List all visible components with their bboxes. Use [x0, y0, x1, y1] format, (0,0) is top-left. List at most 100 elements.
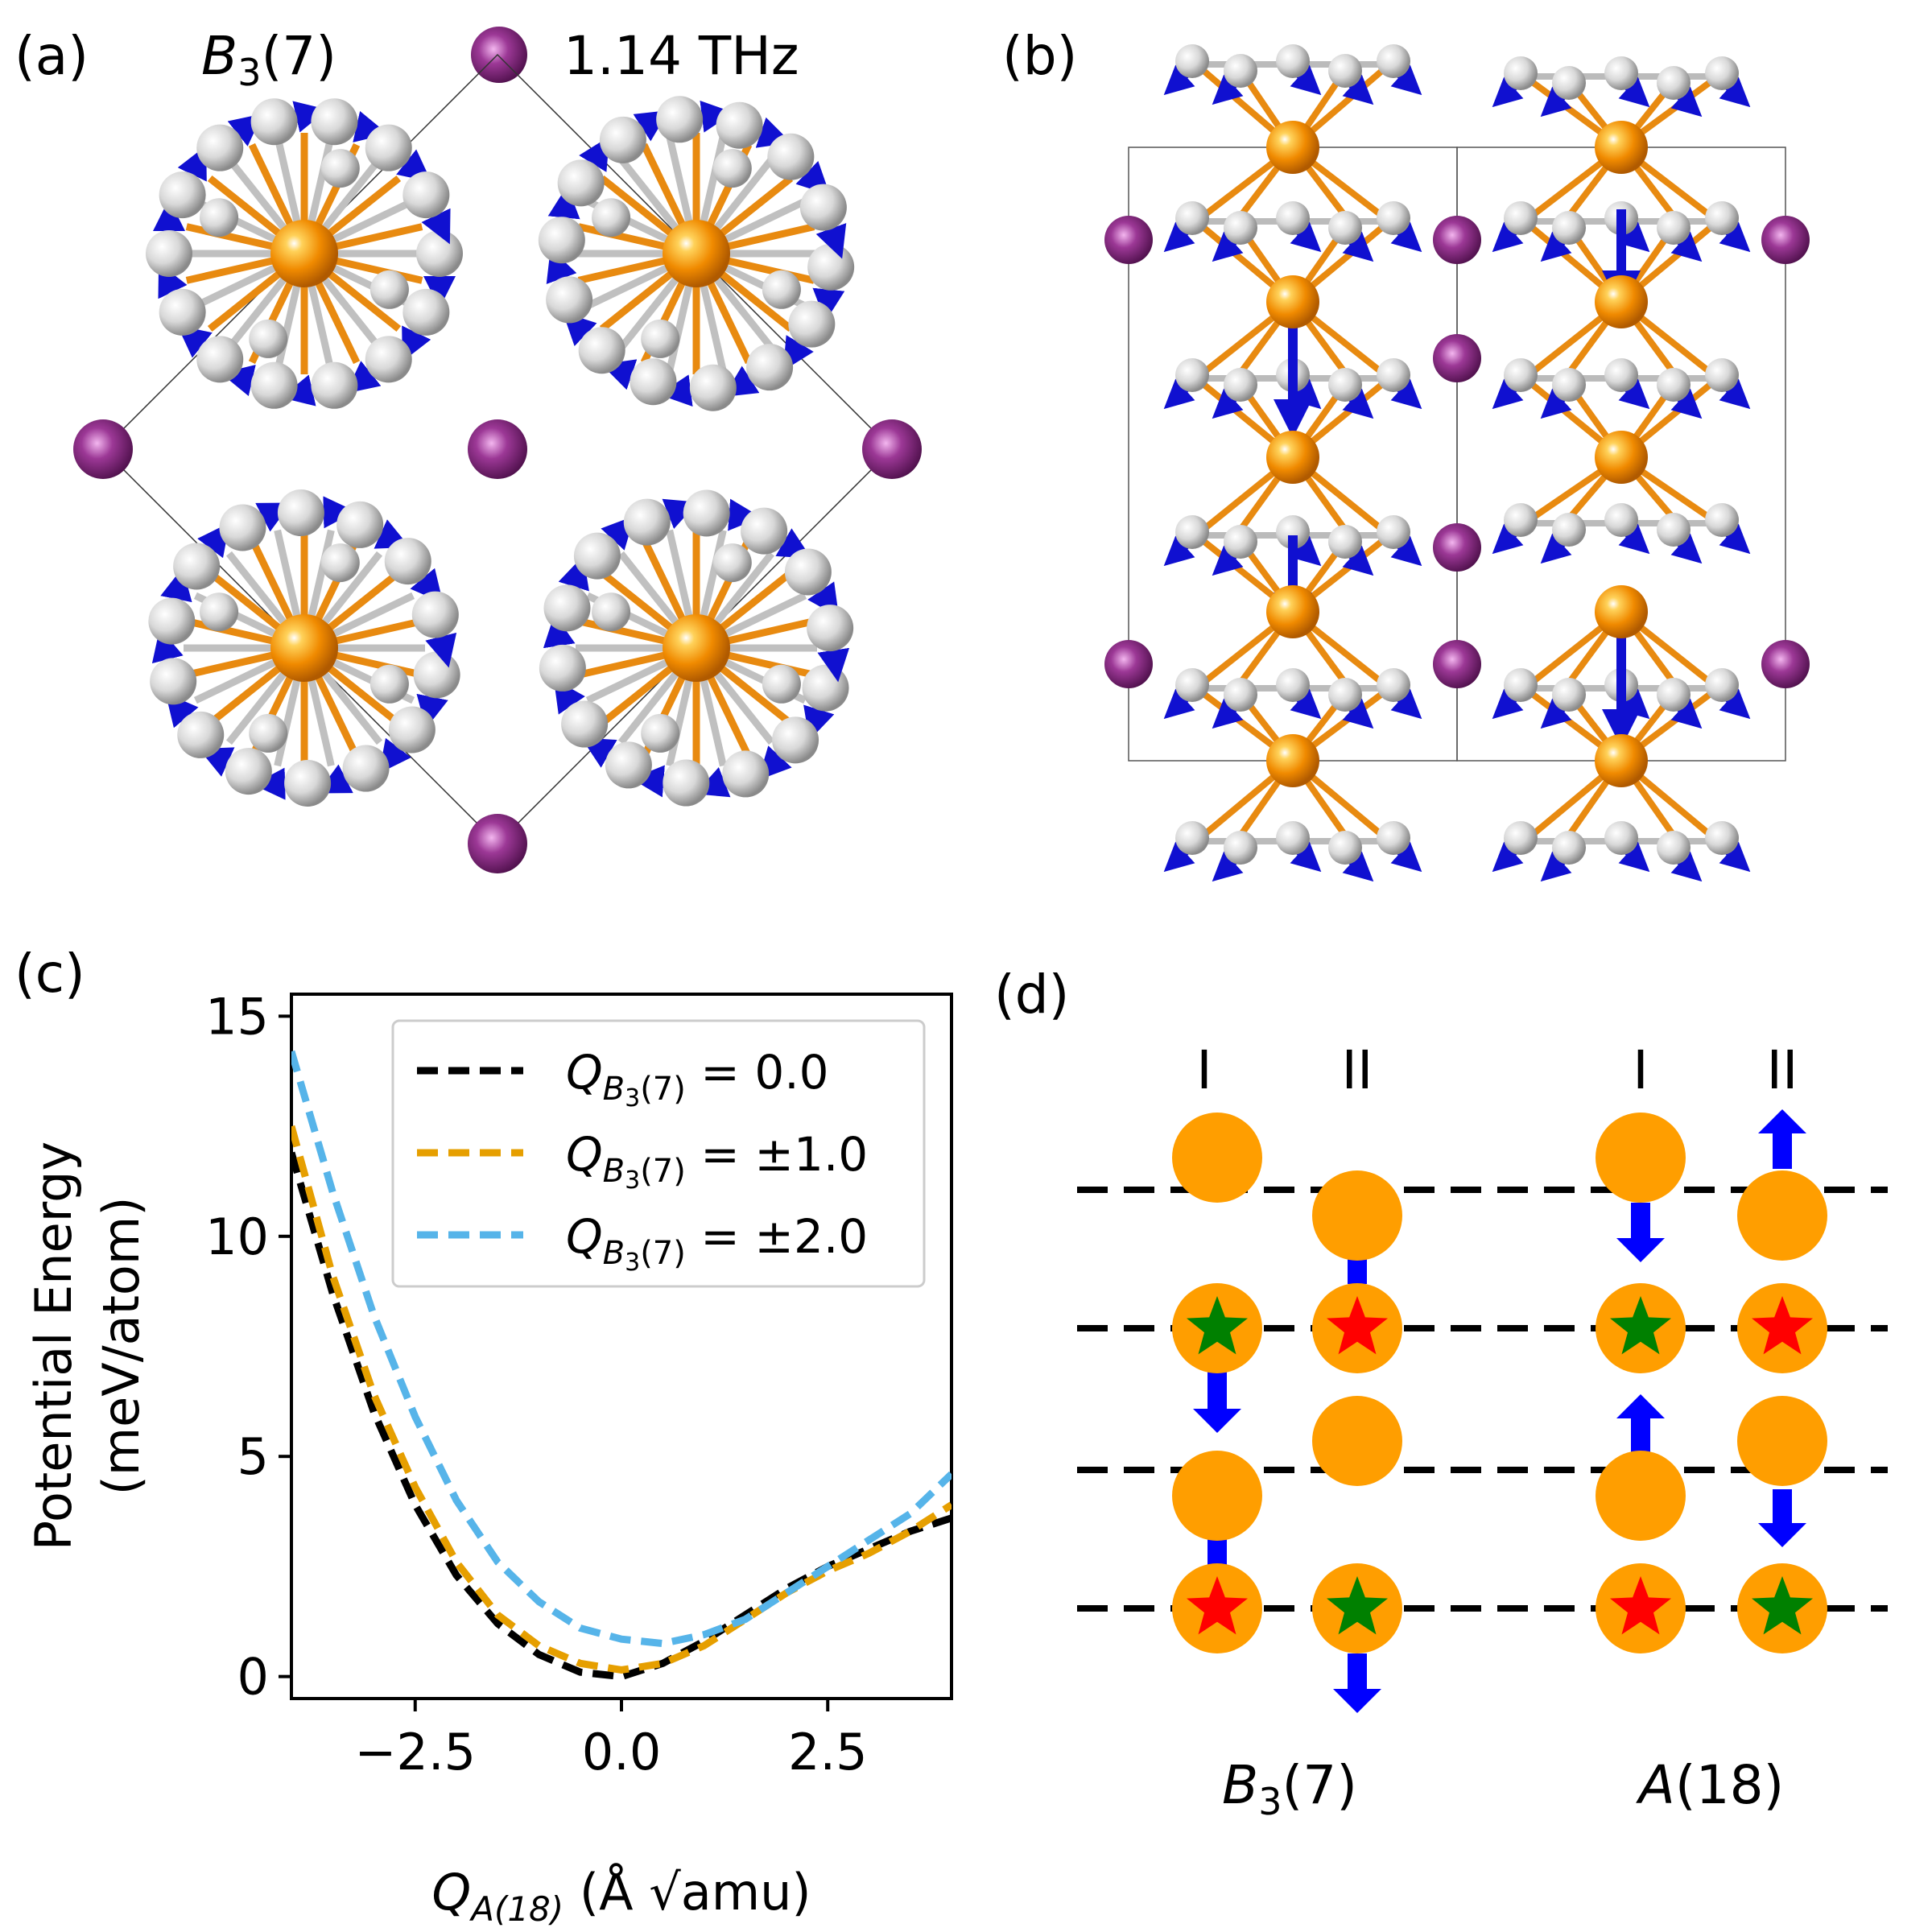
- silver-atom: [538, 217, 585, 264]
- silver-atom: [1276, 44, 1310, 78]
- purple-atom: [1433, 523, 1481, 572]
- silver-atom: [369, 270, 409, 309]
- silver-atom: [1175, 358, 1209, 392]
- x-tick-label: 0.0: [582, 1723, 662, 1781]
- silver-atom: [1504, 668, 1538, 702]
- silver-atom: [1377, 44, 1410, 78]
- silver-atom: [146, 230, 192, 277]
- orange-atom: [1266, 121, 1319, 174]
- silver-atom: [1552, 368, 1586, 402]
- panel-b: (b): [1002, 25, 1810, 882]
- green-star-icon: [1327, 1576, 1388, 1635]
- column-label-a18-II: II: [1767, 1039, 1798, 1101]
- orange-atom: [1596, 1113, 1686, 1203]
- orange-atom: [270, 614, 338, 682]
- orange-atom: [1595, 585, 1648, 638]
- silver-atom: [311, 361, 358, 409]
- silver-atom: [1328, 525, 1362, 559]
- silver-atom: [1604, 821, 1638, 855]
- silver-atom: [1224, 525, 1257, 559]
- panel-c: (c) 0 5 10 15 −2.5 0.0 2.5 QB3(7) = 0.0 QB3(7) =…: [14, 943, 953, 1929]
- purple-atom: [862, 419, 922, 479]
- silver-atom: [384, 538, 431, 585]
- purple-atom: [73, 419, 133, 479]
- purple-atom: [468, 814, 527, 873]
- red-star-icon: [1327, 1296, 1388, 1355]
- orange-atom: [663, 614, 730, 682]
- legend-label: QB3(7) = 0.0: [566, 1045, 829, 1113]
- cluster: [146, 98, 463, 409]
- silver-atom: [561, 700, 609, 748]
- silver-atom: [1705, 503, 1739, 537]
- silver-atom: [1377, 515, 1410, 549]
- silver-atom: [1504, 56, 1538, 90]
- silver-atom: [250, 98, 298, 146]
- silver-atom: [148, 597, 196, 645]
- red-star-icon: [1187, 1576, 1248, 1635]
- silver-atom: [762, 270, 801, 309]
- orange-atom: [1595, 121, 1648, 174]
- silver-atom: [767, 133, 815, 180]
- silver-atom: [196, 336, 244, 383]
- purple-atom: [1433, 334, 1481, 382]
- silver-atom: [200, 198, 239, 237]
- silver-atom: [1175, 668, 1209, 702]
- silver-atom: [1224, 211, 1257, 245]
- silver-atom: [200, 592, 239, 632]
- silver-atom: [1504, 201, 1538, 235]
- orange-atom: [663, 220, 730, 287]
- silver-atom: [1224, 678, 1257, 712]
- silver-atom: [250, 361, 298, 409]
- series-line: [291, 1125, 952, 1674]
- silver-atom: [284, 759, 332, 807]
- y-tick-label: 0: [237, 1648, 269, 1707]
- silver-atom: [762, 664, 801, 704]
- silver-atom: [159, 171, 206, 219]
- silver-atom: [712, 543, 752, 583]
- silver-atom: [1552, 513, 1586, 547]
- y-tick-label: 15: [205, 987, 269, 1046]
- y-axis-label-line2: (meV/atom): [92, 1197, 151, 1496]
- orange-atom: [1595, 431, 1648, 484]
- silver-atom: [772, 716, 819, 764]
- silver-atom: [1657, 831, 1690, 865]
- silver-atom: [1276, 668, 1310, 702]
- silver-atom: [1604, 358, 1638, 392]
- legend-label: QB3(7) = ±1.0: [566, 1127, 868, 1195]
- silver-atom: [557, 159, 605, 207]
- panel-a-label: (a): [14, 25, 89, 87]
- panel-a: (a) B3(7) 1.14 THz: [14, 25, 922, 873]
- silver-atom: [592, 592, 631, 632]
- silver-atom: [1175, 201, 1209, 235]
- silver-atom: [402, 288, 450, 336]
- silver-atom: [320, 149, 360, 188]
- silver-atom: [416, 230, 463, 277]
- silver-atom: [1504, 821, 1538, 855]
- silver-atom: [578, 327, 625, 374]
- purple-atoms: [73, 419, 922, 873]
- silver-atom: [1175, 821, 1209, 855]
- displacement-schematic: [1077, 1109, 1888, 1713]
- panel-a-mode-label: B3(7): [201, 25, 336, 94]
- silver-atom: [623, 498, 671, 546]
- panel-a-frequency: 1.14 THz: [564, 25, 799, 87]
- orange-atom: [1595, 275, 1648, 328]
- silver-atom: [689, 364, 737, 411]
- cluster: [538, 96, 855, 411]
- silver-atom: [1328, 678, 1362, 712]
- silver-atom: [1377, 668, 1410, 702]
- silver-atom: [388, 706, 436, 753]
- silver-atom: [196, 124, 244, 171]
- purple-atom: [1761, 216, 1810, 264]
- silver-atom: [1657, 211, 1690, 245]
- silver-atom: [630, 358, 677, 406]
- orange-atom: [1737, 1170, 1827, 1261]
- silver-atom: [411, 591, 459, 638]
- silver-atom: [150, 658, 197, 705]
- cluster: [539, 489, 854, 807]
- silver-atom: [573, 532, 621, 580]
- orange-atom: [1312, 1396, 1402, 1486]
- silver-atom: [1377, 821, 1410, 855]
- cluster-group: [146, 96, 855, 807]
